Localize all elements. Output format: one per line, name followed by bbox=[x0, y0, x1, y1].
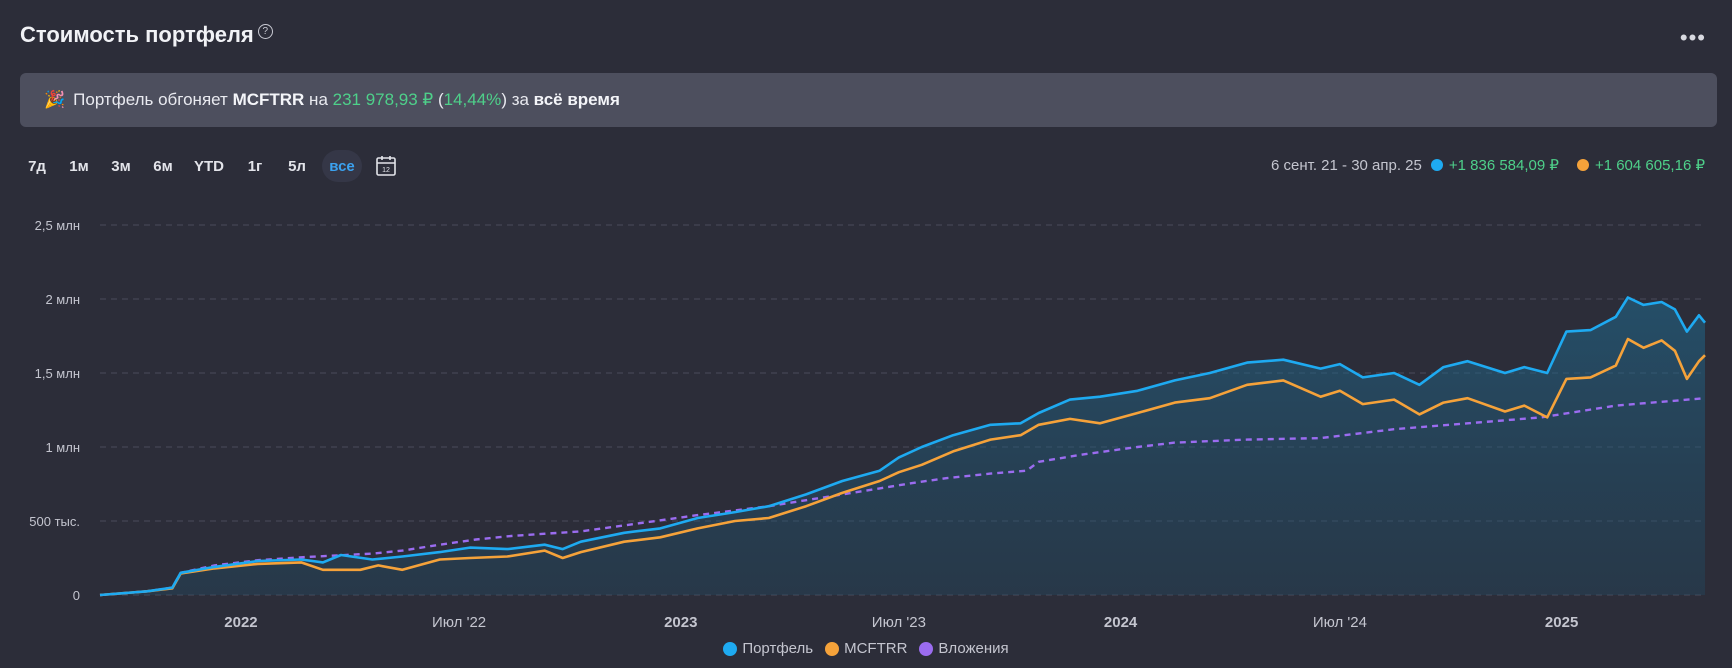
period-selector: 7д 1м 3м 6м YTD 1г 5л все 12 bbox=[20, 150, 398, 182]
chart-legend: Портфель MCFTRR Вложения bbox=[0, 640, 1732, 657]
period-1y[interactable]: 1г bbox=[247, 157, 263, 175]
svg-text:12: 12 bbox=[382, 167, 390, 174]
y-tick-label: 2 млн bbox=[45, 292, 80, 307]
range-summary: 6 сент. 21 - 30 апр. 25 +1 836 584,09 ₽ … bbox=[1271, 156, 1705, 175]
x-tick-label: 2024 bbox=[1104, 614, 1138, 631]
legend-label: Портфель bbox=[742, 640, 814, 657]
period-ytd[interactable]: YTD bbox=[194, 157, 224, 175]
banner-percent: 14,44% bbox=[443, 90, 502, 109]
page-title: Стоимость портфеля bbox=[20, 22, 254, 47]
y-tick-label: 500 тыс. bbox=[29, 514, 80, 529]
banner-prefix: Портфель обгоняет bbox=[73, 90, 233, 109]
legend-dot-icon bbox=[919, 641, 934, 656]
banner-index: MCFTRR bbox=[232, 90, 305, 109]
legend-dot-icon bbox=[723, 641, 738, 656]
index-gain: +1 604 605,16 ₽ bbox=[1594, 157, 1705, 174]
more-options-icon[interactable]: ••• bbox=[1679, 25, 1706, 50]
legend-dot-icon bbox=[825, 641, 840, 656]
x-tick-label: 2022 bbox=[224, 614, 257, 631]
series-line-mcftrr bbox=[99, 337, 1706, 597]
x-tick-label: Июл '23 bbox=[872, 614, 926, 631]
legend-label: MCFTRR bbox=[844, 640, 908, 657]
legend-item-index[interactable]: MCFTRR bbox=[825, 640, 907, 657]
series-line-portfolio bbox=[99, 296, 1707, 597]
legend-item-portfolio[interactable]: Портфель bbox=[723, 640, 813, 657]
calendar-icon[interactable]: 12 bbox=[374, 154, 398, 178]
banner-close: ) за bbox=[501, 90, 534, 109]
x-tick-label: 2023 bbox=[664, 614, 697, 631]
help-icon[interactable]: ? bbox=[257, 24, 273, 39]
y-tick-label: 1 млн bbox=[45, 440, 80, 455]
y-tick-label: 0 bbox=[73, 588, 80, 603]
date-range: 6 сент. 21 - 30 апр. 25 bbox=[1271, 156, 1422, 174]
performance-banner: 🎉 Портфель обгоняет MCFTRR на 231 978,93… bbox=[20, 73, 1717, 127]
portfolio-area-fill bbox=[100, 297, 1705, 595]
period-5y[interactable]: 5л bbox=[288, 157, 306, 175]
banner-mid: на bbox=[304, 90, 333, 109]
portfolio-dot-icon bbox=[1430, 159, 1443, 171]
period-7d[interactable]: 7д bbox=[28, 157, 46, 175]
party-popper-icon: 🎉 bbox=[44, 90, 66, 109]
x-tick-label: Июл '24 bbox=[1313, 614, 1367, 631]
banner-open: ( bbox=[433, 90, 444, 109]
banner-period: всё время bbox=[533, 90, 620, 109]
period-3m[interactable]: 3м bbox=[111, 157, 131, 175]
period-1m[interactable]: 1м bbox=[69, 157, 89, 175]
period-all[interactable]: все bbox=[322, 150, 362, 182]
portfolio-gain: +1 836 584,09 ₽ bbox=[1448, 157, 1559, 174]
banner-amount: 231 978,93 ₽ bbox=[332, 90, 434, 109]
x-tick-label: 2025 bbox=[1545, 614, 1578, 631]
portfolio-chart[interactable]: 0 500 тыс. 1 млн 1,5 млн 2 млн 2,5 млн 2022 Июл… bbox=[0, 200, 1732, 640]
period-6m[interactable]: 6м bbox=[153, 157, 173, 175]
legend-label: Вложения bbox=[938, 640, 1009, 657]
title-row: Стоимость портфеля ? bbox=[20, 22, 273, 48]
legend-item-invested[interactable]: Вложения bbox=[919, 640, 1009, 657]
y-tick-label: 1,5 млн bbox=[35, 366, 80, 381]
y-tick-label: 2,5 млн bbox=[35, 218, 80, 233]
x-tick-label: Июл '22 bbox=[432, 614, 486, 631]
index-dot-icon bbox=[1576, 159, 1589, 171]
